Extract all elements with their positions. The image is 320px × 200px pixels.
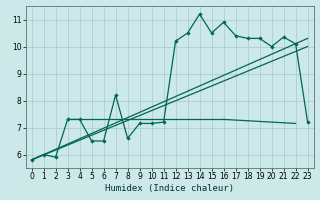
X-axis label: Humidex (Indice chaleur): Humidex (Indice chaleur) <box>105 184 234 193</box>
